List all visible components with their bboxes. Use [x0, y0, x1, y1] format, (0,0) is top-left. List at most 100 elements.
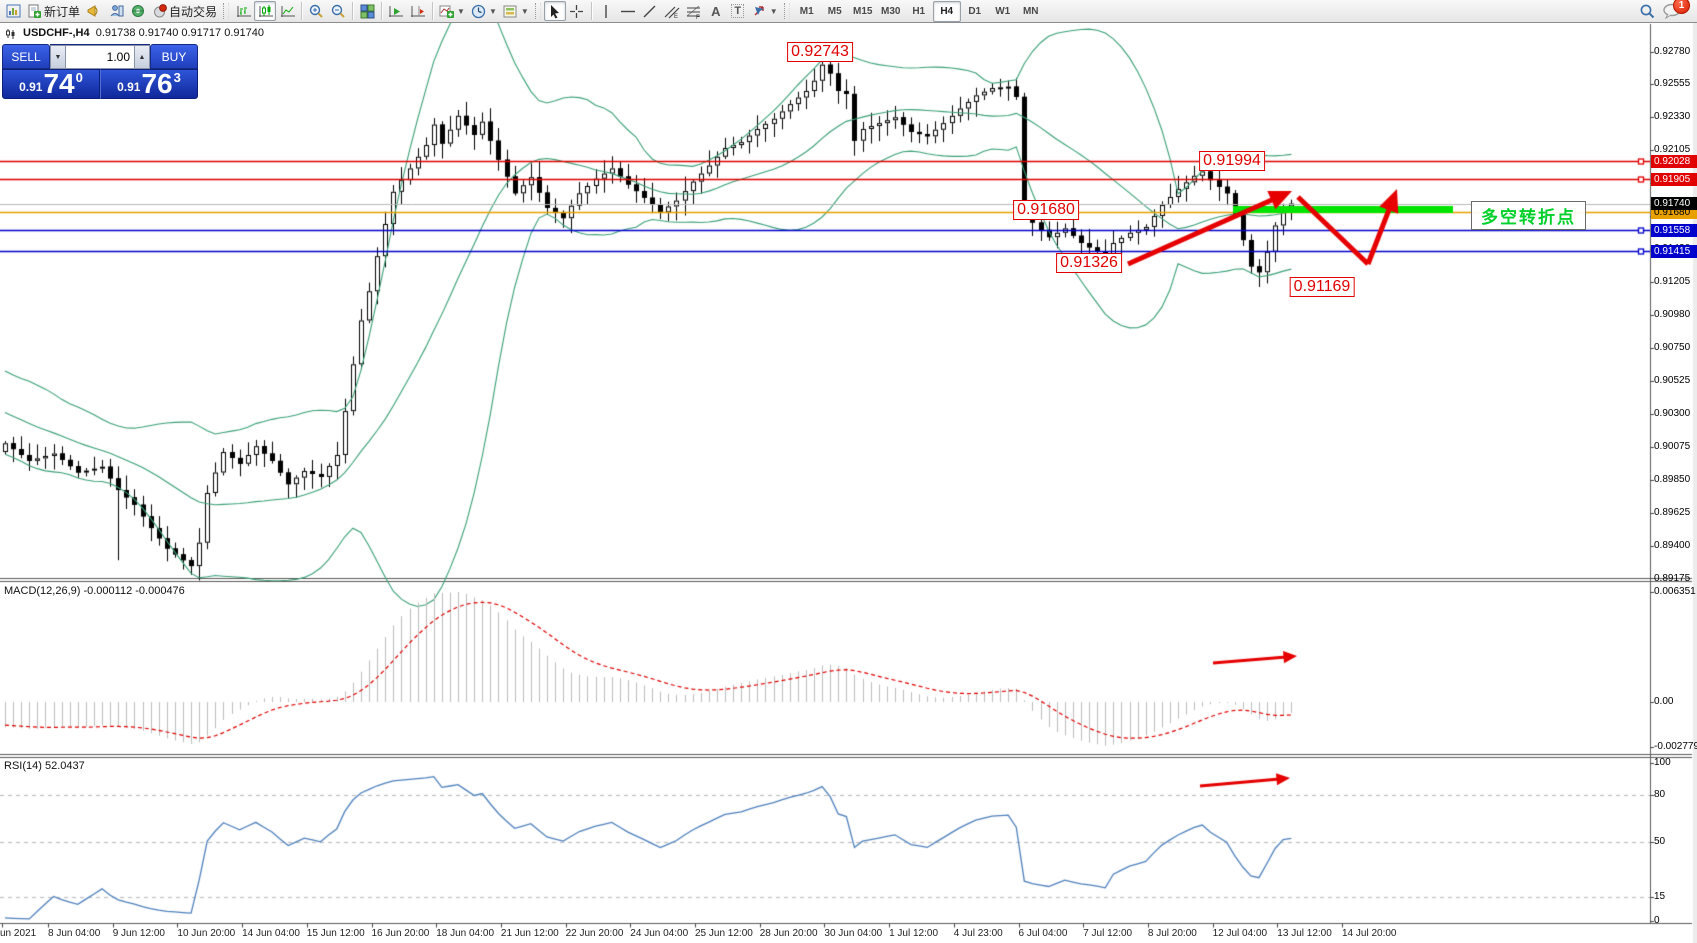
tile-windows-icon [360, 4, 375, 18]
timeframe-button-d1[interactable]: D1 [968, 5, 982, 17]
macd-axis-tick: 0.006351 [1654, 586, 1696, 597]
channel-button[interactable]: E [661, 1, 683, 21]
rsi-axis-tick: 0 [1654, 915, 1660, 926]
indicators-button[interactable]: ▼ [436, 1, 468, 21]
auto-trading-button[interactable]: 自动交易 [149, 1, 220, 21]
price-axis-tick: 0.90300 [1654, 408, 1691, 420]
zoom-in-icon [309, 4, 323, 18]
new-order-button[interactable]: 新订单 [24, 1, 83, 21]
templates-button[interactable]: ▼ [500, 1, 532, 21]
auto-scroll-button[interactable] [385, 1, 407, 21]
time-axis-label: un 2021 [0, 928, 37, 939]
timeframe-button-m5[interactable]: M5 [827, 5, 842, 17]
trendline-icon [643, 5, 656, 17]
chat-button[interactable]: 1 [1659, 0, 1690, 21]
toolbar-grip[interactable] [223, 3, 230, 19]
indicators-caret-icon: ▼ [457, 6, 465, 16]
zoom-out-icon [331, 4, 345, 18]
text-button[interactable]: A [705, 1, 727, 21]
price-callout[interactable]: 0.91169 [1289, 277, 1355, 297]
search-button[interactable] [1636, 1, 1659, 21]
periods-button[interactable]: ▼ [468, 1, 500, 21]
timeframe-button-w1[interactable]: W1 [995, 5, 1011, 17]
arrows-button[interactable]: ▼ [749, 1, 781, 21]
cursor-button[interactable] [543, 1, 566, 21]
price-callout[interactable]: 0.91326 [1056, 253, 1122, 273]
zoom-out-button[interactable] [327, 1, 349, 21]
auto-scroll-icon [389, 5, 404, 17]
symbol-chart-icon [6, 28, 15, 39]
timeframe-button-mn[interactable]: MN [1022, 5, 1039, 17]
periods-clock-icon [471, 4, 486, 18]
timeframe-button-h4[interactable]: H4 [932, 0, 961, 22]
toolbar-grip[interactable] [534, 3, 541, 19]
price-callout[interactable]: 0.91994 [1199, 151, 1265, 171]
main-toolbar: 新订单 自动交易 [0, 0, 1697, 23]
profile-icon [110, 5, 124, 17]
bar-chart-button[interactable] [232, 1, 254, 21]
rsi-axis-tick: 15 [1654, 891, 1666, 903]
crosshair-button[interactable] [566, 1, 588, 21]
megaphone-button[interactable] [83, 1, 105, 21]
time-axis-label: 21 Jun 12:00 [500, 928, 559, 939]
arrows-tool-icon [754, 6, 764, 16]
text-label-button[interactable]: T [727, 1, 749, 21]
toolbar-grip[interactable] [783, 3, 790, 19]
price-axis-tick: 0.92780 [1654, 45, 1691, 57]
price-level-badge: 0.91558 [1651, 223, 1697, 237]
price-axis-tick: 0.90075 [1654, 440, 1691, 452]
candlestick-chart-button[interactable] [254, 1, 277, 21]
buy-price-display[interactable]: 0.91 76 3 [100, 69, 198, 99]
rsi-axis-tick: 50 [1654, 836, 1666, 847]
time-axis-label: 14 Jun 04:00 [242, 928, 300, 939]
price-axis-tick: 0.92555 [1654, 78, 1691, 90]
timeframe-button-m1[interactable]: M1 [799, 5, 814, 17]
turning-point-note[interactable]: 多空转折点 [1471, 201, 1586, 230]
chart-shift-button[interactable] [407, 1, 429, 21]
time-axis-label: 16 Jun 20:00 [371, 928, 430, 939]
timeframe-button-h1[interactable]: H1 [912, 5, 926, 17]
symbol-name: USDCHF-,H4 [23, 27, 90, 39]
sell-price-display[interactable]: 0.91 74 0 [2, 69, 100, 99]
timeframe-button-m30[interactable]: M30 [880, 5, 901, 17]
periods-caret-icon: ▼ [488, 6, 497, 16]
time-axis-label: 15 Jun 12:00 [306, 928, 365, 939]
charts-window-button[interactable] [2, 1, 24, 21]
timeframe-button-m15[interactable]: M15 [852, 5, 873, 17]
fibonacci-button[interactable]: F [683, 1, 705, 21]
webphone-button[interactable] [127, 1, 149, 21]
line-chart-button[interactable] [276, 1, 298, 21]
sell-button[interactable]: SELL [2, 44, 50, 69]
profile-button[interactable] [105, 1, 127, 21]
vertical-line-button[interactable] [595, 1, 617, 21]
auto-trading-label: 自动交易 [169, 4, 218, 19]
templates-caret-icon: ▼ [520, 6, 529, 16]
zoom-in-button[interactable] [305, 1, 327, 21]
svg-text:E: E [674, 14, 678, 19]
new-order-label: 新订单 [44, 4, 81, 19]
price-level-badge: 0.91905 [1651, 172, 1697, 186]
horizontal-line-button[interactable] [617, 1, 639, 21]
megaphone-icon [87, 5, 98, 17]
time-axis-label: 14 Jul 20:00 [1342, 928, 1397, 939]
trendline-button[interactable] [639, 1, 661, 21]
price-axis-tick: 0.89625 [1654, 506, 1691, 518]
time-axis-label: 7 Jul 12:00 [1083, 928, 1133, 939]
sell-price-sup: 0 [75, 70, 83, 85]
auto-trading-icon [154, 3, 167, 17]
price-callout[interactable]: 0.91680 [1013, 200, 1079, 220]
volume-input[interactable] [66, 45, 134, 69]
charts-icon [6, 4, 20, 18]
timeframe-group: M1 M5 M15 M30 H1 H4 D1 W1 MN [793, 0, 1045, 22]
sell-price-big: 74 [43, 68, 75, 99]
crosshair-icon [570, 4, 584, 18]
sell-price-prefix: 0.91 [19, 80, 43, 94]
tile-windows-button[interactable] [356, 1, 378, 21]
price-callout[interactable]: 0.92743 [787, 42, 853, 62]
buy-button[interactable]: BUY [150, 44, 198, 69]
volume-decrease-button[interactable]: ▼ [50, 45, 66, 69]
price-axis-tick: 0.90525 [1654, 375, 1691, 387]
volume-increase-button[interactable]: ▲ [134, 45, 150, 69]
